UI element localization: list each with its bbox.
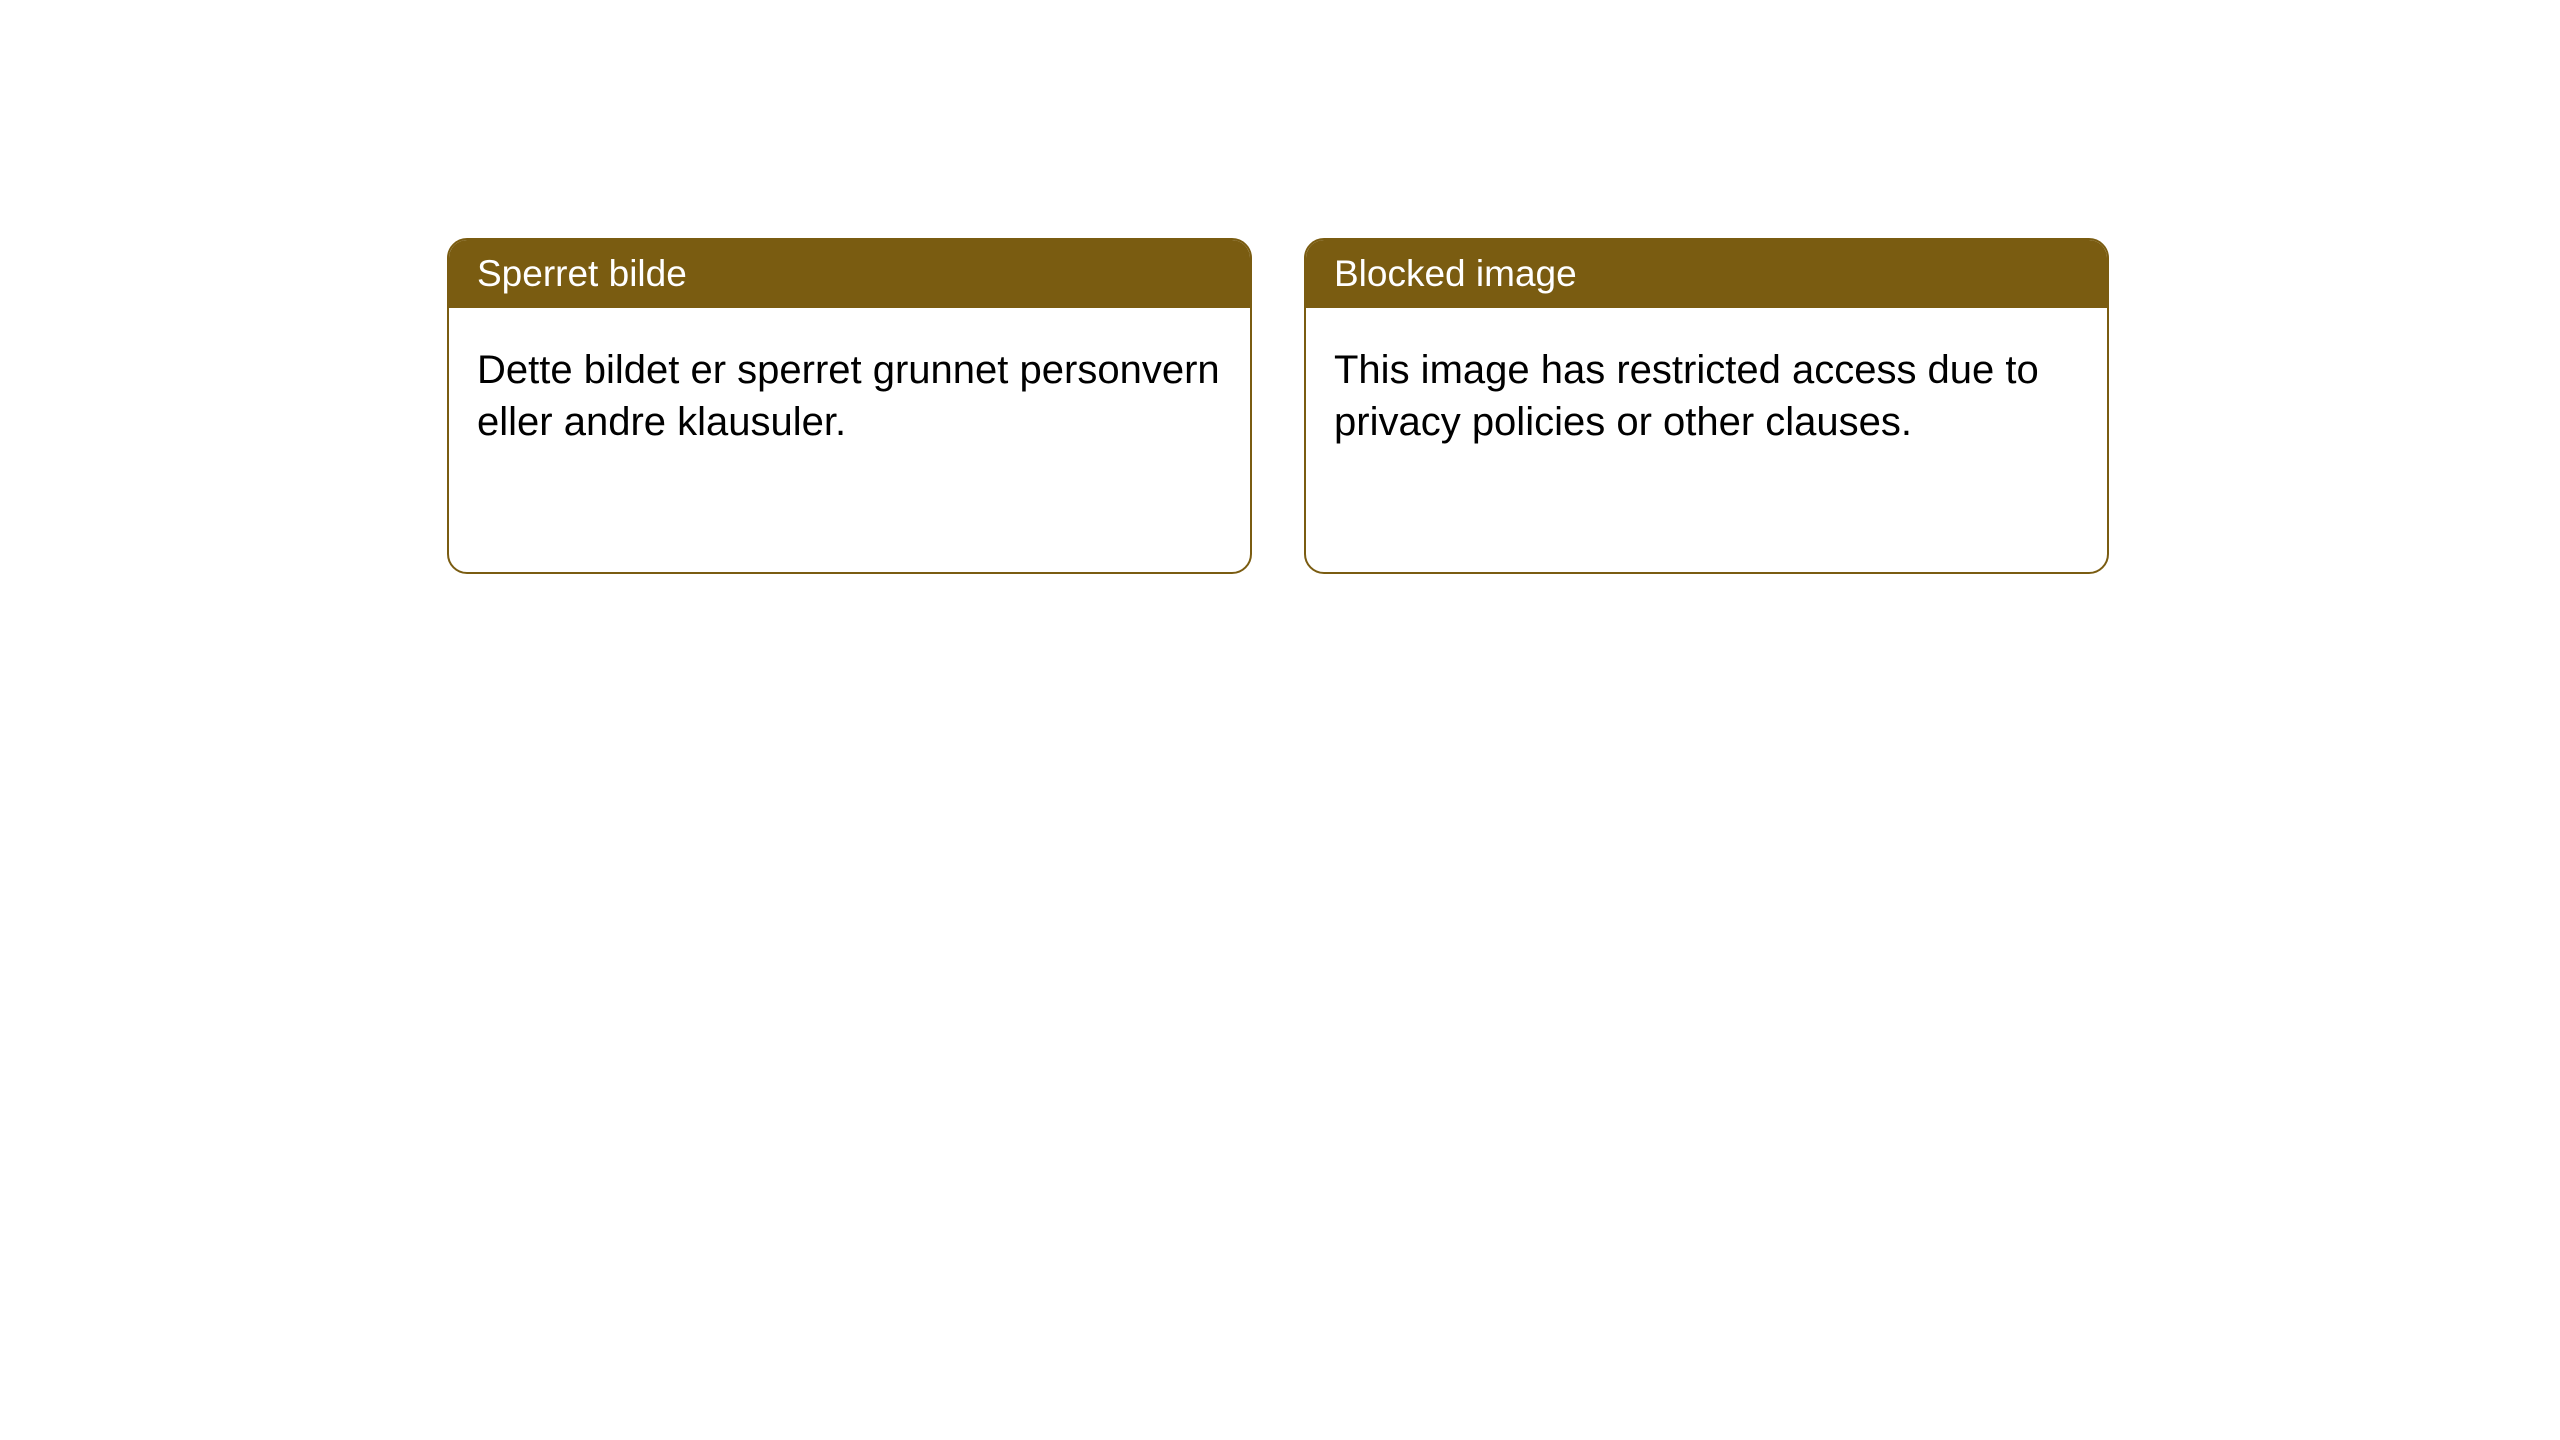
notice-header: Blocked image [1306,240,2107,308]
notice-header: Sperret bilde [449,240,1250,308]
notice-cards-container: Sperret bilde Dette bildet er sperret gr… [0,0,2560,574]
notice-body: This image has restricted access due to … [1306,308,2107,484]
notice-card-english: Blocked image This image has restricted … [1304,238,2109,574]
notice-text: Dette bildet er sperret grunnet personve… [477,348,1220,444]
notice-body: Dette bildet er sperret grunnet personve… [449,308,1250,484]
notice-title: Blocked image [1334,253,1577,294]
notice-card-norwegian: Sperret bilde Dette bildet er sperret gr… [447,238,1252,574]
notice-title: Sperret bilde [477,253,687,294]
notice-text: This image has restricted access due to … [1334,348,2039,444]
